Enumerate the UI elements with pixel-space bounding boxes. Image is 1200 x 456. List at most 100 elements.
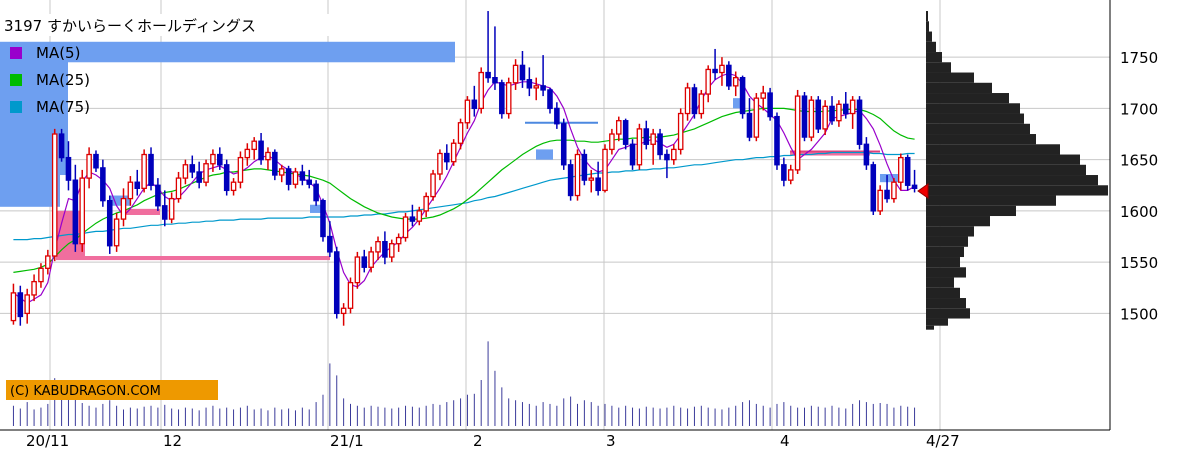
candle-body-7 [58, 133, 65, 159]
candle-body-67 [471, 99, 478, 110]
candle-body-43 [306, 179, 313, 185]
candle-body-25 [182, 164, 189, 179]
candle-body-99 [691, 87, 698, 115]
candle-body-18 [134, 181, 141, 189]
candle-body-110 [767, 92, 773, 118]
candle-body-11 [86, 153, 92, 179]
candle-body-119 [829, 105, 835, 122]
candle-body-12 [93, 153, 99, 169]
candle-body-39 [278, 168, 285, 176]
profile-bar-0 [926, 11, 928, 22]
x-tick-label-6: 4/27 [926, 432, 960, 450]
plot-background [0, 0, 1110, 430]
candle-body-95 [664, 153, 670, 161]
profile-bar-11 [926, 123, 1030, 135]
candle-body-49 [347, 281, 354, 309]
legend-label-ma5: MA(5) [36, 44, 80, 62]
x-tick-label-3: 2 [473, 432, 483, 450]
candle-body-117 [815, 99, 822, 130]
candle-body-98 [684, 87, 691, 115]
profile-bar-1 [926, 21, 929, 32]
candle-body-68 [478, 71, 484, 110]
candle-body-97 [677, 112, 684, 151]
copyright-background [6, 380, 218, 400]
candle-body-130 [904, 156, 911, 186]
ma75-line [13, 151, 915, 241]
candle-body-86 [602, 148, 608, 192]
candle-body-90 [629, 143, 636, 166]
x-tick-label-0: 20/11 [26, 432, 69, 450]
title-background [2, 14, 348, 36]
candle-body-51 [361, 256, 368, 268]
candle-body-22 [161, 205, 168, 220]
current-price-marker [917, 183, 929, 199]
candle-body-111 [774, 115, 780, 166]
candle-body-52 [368, 251, 374, 268]
profile-bar-15 [926, 164, 1086, 176]
x-tick-label-2: 21/1 [330, 432, 364, 450]
zone-blue-11 [880, 174, 900, 183]
copyright-badge: (C) KABUDRAGON.COM [6, 380, 218, 400]
candle-body-28 [203, 163, 209, 183]
candle-body-73 [512, 64, 519, 84]
candle-body-44 [313, 183, 319, 202]
candle-body-126 [877, 189, 883, 212]
volume-layer [12, 341, 916, 426]
candle-body-46 [327, 235, 333, 253]
candle-body-64 [450, 142, 457, 163]
y-tick-label-1650: 1650 [1120, 152, 1158, 170]
candle-body-87 [609, 133, 615, 151]
profile-bar-31 [926, 325, 934, 330]
candle-body-123 [856, 99, 863, 145]
zone-blue-1 [0, 41, 455, 63]
candle-body-13 [100, 167, 106, 202]
candle-body-82 [574, 153, 581, 197]
candle-body-78 [547, 89, 553, 110]
candle-body-101 [705, 68, 711, 95]
zone-blue-2 [0, 134, 60, 207]
candle-body-57 [402, 216, 409, 239]
candle-body-65 [457, 122, 464, 144]
candle-body-5 [45, 255, 51, 269]
candle-body-56 [395, 236, 402, 245]
profile-bar-20 [926, 216, 990, 227]
chart-title: 3197 すかいらーくホールディングス [4, 17, 256, 35]
candle-body-29 [210, 153, 216, 165]
profile-bar-30 [926, 318, 948, 326]
candle-body-74 [519, 64, 526, 81]
candle-body-104 [726, 64, 732, 87]
candle-body-103 [719, 64, 725, 74]
candle-body-62 [437, 152, 443, 175]
profile-bar-25 [926, 267, 966, 278]
candle-body-128 [891, 181, 897, 200]
candle-body-16 [120, 197, 127, 220]
profile-bar-3 [926, 41, 936, 53]
candle-body-77 [540, 85, 546, 91]
candle-body-34 [244, 148, 251, 159]
candle-body-33 [237, 156, 244, 183]
candle-body-76 [533, 85, 540, 89]
candle-body-19 [141, 153, 147, 189]
candle-body-37 [265, 151, 271, 161]
candle-body-6 [51, 133, 58, 257]
candle-body-92 [643, 128, 650, 145]
zone-blue-9 [733, 98, 745, 109]
candle-layer [10, 11, 918, 326]
candle-body-21 [155, 184, 161, 207]
candle-body-105 [732, 77, 739, 87]
candle-body-15 [113, 218, 120, 247]
legend-swatch-ma5 [10, 47, 22, 59]
y-tick-label-1550: 1550 [1120, 254, 1158, 272]
candle-body-2 [24, 294, 30, 315]
candle-body-20 [148, 153, 154, 186]
legend-swatch-ma25 [10, 74, 22, 86]
candle-body-69 [485, 71, 491, 79]
candle-body-94 [657, 133, 663, 156]
profile-bar-16 [926, 175, 1098, 186]
candle-body-45 [320, 199, 326, 238]
profile-bar-8 [926, 93, 1009, 104]
profile-bar-19 [926, 205, 1016, 217]
profile-bar-18 [926, 195, 1056, 206]
candle-body-54 [382, 240, 388, 258]
